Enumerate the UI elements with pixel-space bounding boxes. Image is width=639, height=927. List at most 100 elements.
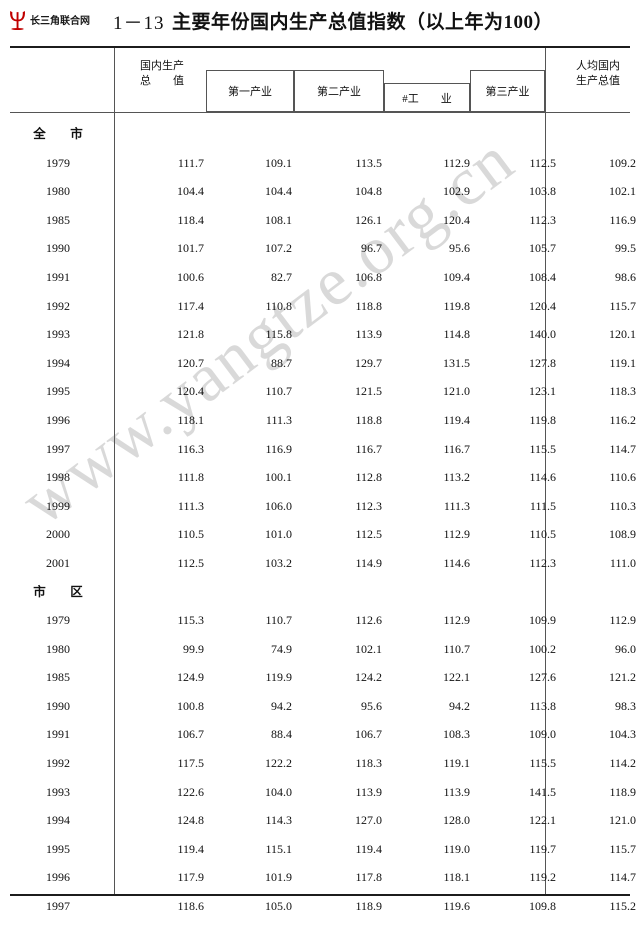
table-cell: 111.3 xyxy=(265,412,292,427)
table-cell: 112.6 xyxy=(355,613,382,628)
table-cell: 119.4 xyxy=(443,412,470,427)
table-row: 1998 111.8 100.1 112.8 113.2 114.6 110.6 xyxy=(10,463,636,492)
table-cell: 82.7 xyxy=(271,269,292,284)
table-cell: 112.5 xyxy=(529,155,556,170)
table-cell: 110.5 xyxy=(177,527,204,542)
table-cell: 107.2 xyxy=(265,241,292,256)
table-cell: 106.0 xyxy=(265,498,292,513)
site-logo: 长三角联合网 xyxy=(8,9,90,30)
row-year-label: 1998 xyxy=(10,921,106,927)
table-cell: 98.3 xyxy=(615,698,636,713)
table-cell: 116.7 xyxy=(443,441,470,456)
table-cell: 118.1 xyxy=(177,412,204,427)
table-cell: 74.9 xyxy=(271,641,292,656)
table-row: 1992 117.5 122.2 118.3 119.1 115.5 114.2 xyxy=(10,749,636,778)
row-year-label: 1992 xyxy=(46,298,70,313)
table-cell: 114.6 xyxy=(443,555,470,570)
table-cell: 111.3 xyxy=(443,498,470,513)
row-year-label: 1998 xyxy=(46,470,70,485)
section-label: 全 市 xyxy=(33,127,89,141)
table-cell: 110.5 xyxy=(529,527,556,542)
vertical-divider-left xyxy=(114,48,115,894)
table-cell: 116.7 xyxy=(355,441,382,456)
table-row: 1985 118.4 108.1 126.1 120.4 112.3 116.9 xyxy=(10,206,636,235)
table-row: 1995 120.4 110.7 121.5 121.0 123.1 118.3 xyxy=(10,377,636,406)
table-cell: 98.6 xyxy=(615,269,636,284)
table-cell: 111.7 xyxy=(177,155,204,170)
table-cell: 108.9 xyxy=(609,527,636,542)
row-year-label: 1991 xyxy=(46,727,70,742)
table-cell: 116.3 xyxy=(177,441,204,456)
table-row: 1999 111.3 106.0 112.3 111.3 111.5 110.3 xyxy=(10,492,636,521)
table-cell: 123.1 xyxy=(529,384,556,399)
table-cell: 127.8 xyxy=(529,355,556,370)
row-year-label: 1997 xyxy=(46,441,70,456)
table-row: 1979 115.3 110.7 112.6 112.9 109.9 112.9 xyxy=(10,606,636,635)
table-cell: 119.8 xyxy=(443,298,470,313)
table-cell: 95.6 xyxy=(449,241,470,256)
table-cell: 113.5 xyxy=(355,155,382,170)
table-cell: 95.6 xyxy=(361,698,382,713)
table-cell: 121.0 xyxy=(609,813,636,828)
table-cell: 104.8 xyxy=(355,184,382,199)
table-cell: 118.1 xyxy=(443,870,470,885)
table-cell: 119.0 xyxy=(443,841,470,856)
row-year-label: 1996 xyxy=(46,412,70,427)
table-cell: 103.8 xyxy=(529,184,556,199)
table-cell: 119.8 xyxy=(529,412,556,427)
table-cell: 124.8 xyxy=(177,813,204,828)
table-cell: 115.8 xyxy=(265,327,292,342)
table-cell: 120.1 xyxy=(609,327,636,342)
table-cell: 119.4 xyxy=(355,841,382,856)
table-cell: 100.1 xyxy=(265,470,292,485)
table-cell: 109.8 xyxy=(529,899,556,914)
table-row: 1994 120.7 88.7 129.7 131.5 127.8 119.1 xyxy=(10,349,636,378)
table-cell: 112.9 xyxy=(306,921,382,927)
row-year-label: 1990 xyxy=(46,241,70,256)
row-year-label: 1997 xyxy=(46,899,70,914)
table-cell: 111.5 xyxy=(480,921,556,927)
table-bottom-border xyxy=(10,894,630,896)
row-year-label: 1992 xyxy=(46,756,70,771)
table-row: 1996 117.9 101.9 117.8 118.1 119.2 114.7 xyxy=(10,863,636,892)
column-header-tertiary-industry: 第三产业 xyxy=(470,70,545,112)
table-cell: 104.4 xyxy=(265,184,292,199)
table-cell: 111.3 xyxy=(177,498,204,513)
table-cell: 122.6 xyxy=(177,784,204,799)
table-cell: 118.3 xyxy=(355,756,382,771)
table-row: 1993 121.8 115.8 113.9 114.8 140.0 120.1 xyxy=(10,320,636,349)
column-header-secondary-industry: 第二产业 xyxy=(294,70,384,112)
table-cell: 106.7 xyxy=(355,727,382,742)
table-cell: 112.9 xyxy=(443,155,470,170)
table-cell: 118.9 xyxy=(355,899,382,914)
table-cell: 121.0 xyxy=(443,384,470,399)
table-cell: 121.8 xyxy=(177,327,204,342)
table-cell: 119.9 xyxy=(265,670,292,685)
data-table: 国内生产 总 值 第一产业 第二产业 #工 业 第三产业 人均国内 生产总值 全… xyxy=(10,46,636,913)
table-cell: 112.8 xyxy=(355,470,382,485)
table-cell: 126.1 xyxy=(355,212,382,227)
table-cell: 100.6 xyxy=(177,269,204,284)
table-cell: 118.8 xyxy=(355,298,382,313)
table-cell: 114.8 xyxy=(443,327,470,342)
table-cell: 115.3 xyxy=(177,613,204,628)
table-row: 1996 118.1 111.3 118.8 119.4 119.8 116.2 xyxy=(10,406,636,435)
table-cell: 112.5 xyxy=(177,555,204,570)
site-name-label: 长三角联合网 xyxy=(30,16,90,27)
page-title: 主要年份国内生产总值指数（以上年为100） xyxy=(172,12,554,33)
row-year-label: 1980 xyxy=(46,641,70,656)
table-cell: 110.7 xyxy=(443,641,470,656)
table-cell: 110.3 xyxy=(609,498,636,513)
table-cell: 111.5 xyxy=(529,498,556,513)
table-section-row: 全 市 xyxy=(10,120,630,149)
table-cell: 113.9 xyxy=(443,784,470,799)
table-row: 1997 116.3 116.9 116.7 116.7 115.5 114.7 xyxy=(10,435,636,464)
table-cell: 110.6 xyxy=(609,470,636,485)
table-cell: 109.4 xyxy=(443,269,470,284)
table-cell: 96.0 xyxy=(615,641,636,656)
table-cell: 94.2 xyxy=(449,698,470,713)
table-cell: 114.3 xyxy=(265,813,292,828)
table-row: 1980 99.9 74.9 102.1 110.7 100.2 96.0 xyxy=(10,635,636,664)
column-header-per-capita-gdp: 人均国内 生产总值 xyxy=(555,59,639,89)
table-cell: 128.0 xyxy=(443,813,470,828)
